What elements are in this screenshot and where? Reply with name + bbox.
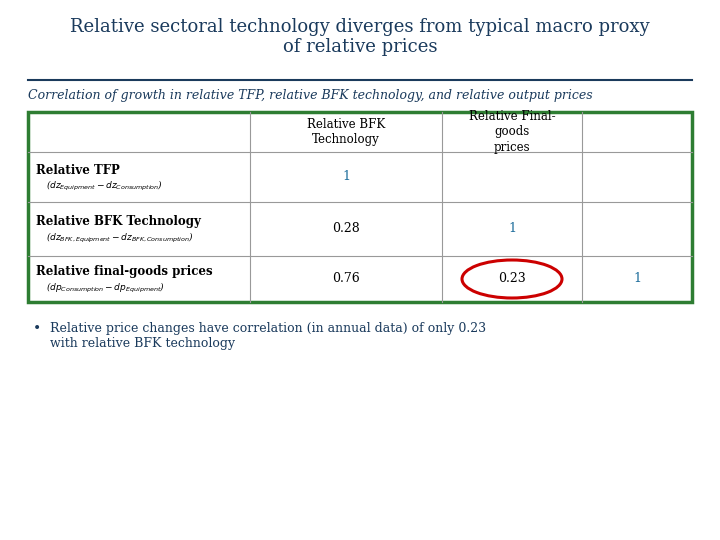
FancyBboxPatch shape bbox=[28, 112, 692, 302]
Text: Relative sectoral technology diverges from typical macro proxy
of relative price: Relative sectoral technology diverges fr… bbox=[70, 18, 650, 56]
Text: 1: 1 bbox=[508, 222, 516, 235]
Text: 1: 1 bbox=[633, 273, 641, 286]
Text: Relative BFK Technology: Relative BFK Technology bbox=[36, 215, 201, 228]
Text: •: • bbox=[33, 322, 41, 336]
Text: 0.28: 0.28 bbox=[332, 222, 360, 235]
Text: Relative final-goods prices: Relative final-goods prices bbox=[36, 266, 212, 279]
Text: Relative BFK
Technology: Relative BFK Technology bbox=[307, 118, 385, 146]
Text: Relative Final-
goods
prices: Relative Final- goods prices bbox=[469, 111, 555, 153]
Text: ($dp_{Consumption} - dp_{Equipment}$): ($dp_{Consumption} - dp_{Equipment}$) bbox=[46, 281, 165, 295]
Text: Correlation of growth in relative TFP, relative BFK technology, and relative out: Correlation of growth in relative TFP, r… bbox=[28, 89, 593, 102]
Text: Relative TFP: Relative TFP bbox=[36, 164, 120, 177]
Text: Relative price changes have correlation (in annual data) of only 0.23
with relat: Relative price changes have correlation … bbox=[50, 322, 486, 350]
Text: 0.23: 0.23 bbox=[498, 273, 526, 286]
Text: ($dz_{Equipment} - dz_{Consumption}$): ($dz_{Equipment} - dz_{Consumption}$) bbox=[46, 179, 163, 193]
Text: ($dz_{BFK,Equipment} - dz_{BFK,Consumption}$): ($dz_{BFK,Equipment} - dz_{BFK,Consumpti… bbox=[46, 231, 194, 245]
Text: 1: 1 bbox=[342, 171, 350, 184]
Text: 0.76: 0.76 bbox=[332, 273, 360, 286]
